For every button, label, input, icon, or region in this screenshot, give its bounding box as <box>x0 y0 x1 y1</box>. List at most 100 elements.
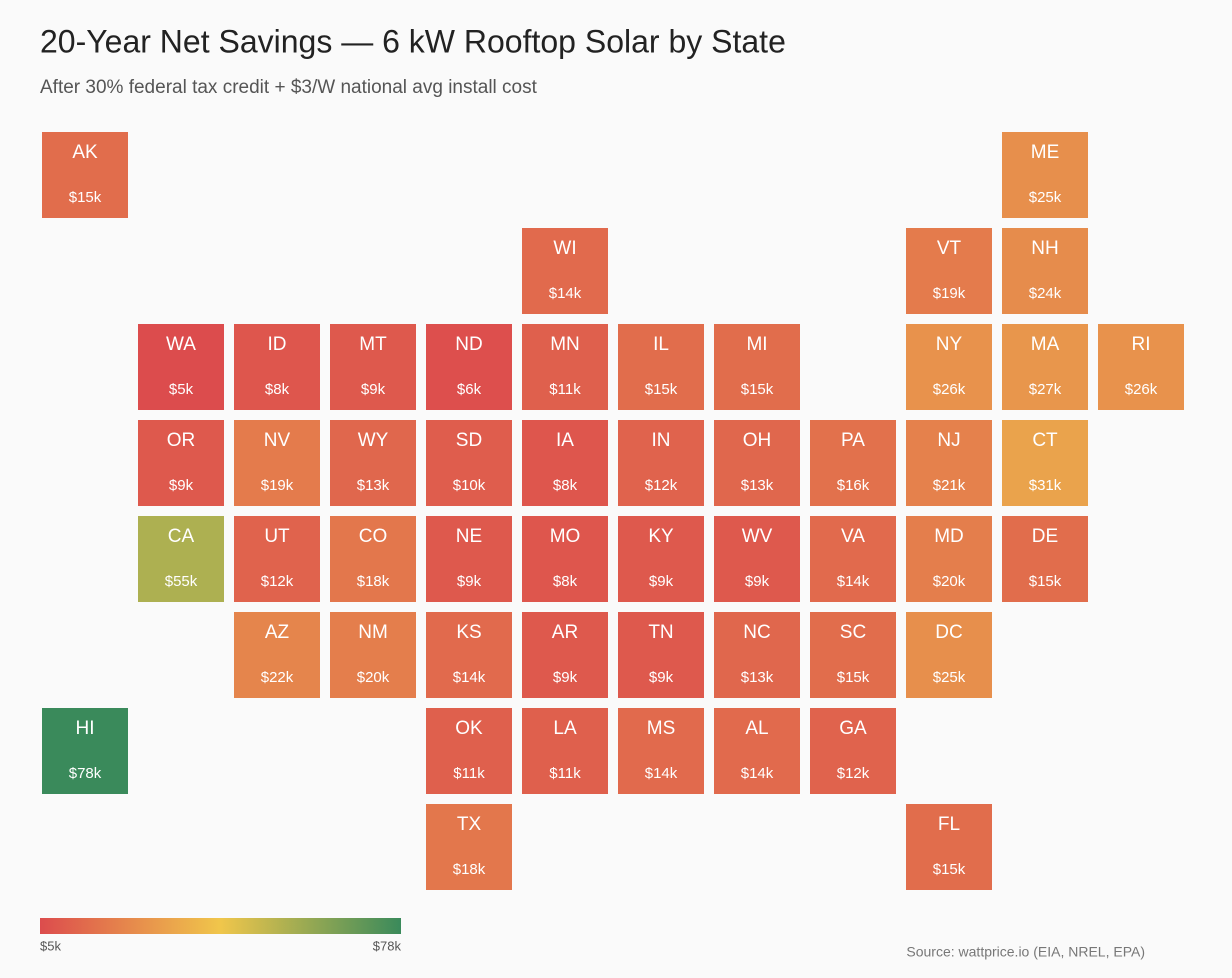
state-label: MO <box>550 526 581 547</box>
value-label: $31k <box>1029 477 1062 494</box>
state-label: AL <box>745 718 768 739</box>
state-tile <box>810 420 896 506</box>
state-label: AZ <box>265 622 290 643</box>
state-label: NC <box>743 622 770 643</box>
state-tile <box>714 708 800 794</box>
value-label: $14k <box>549 285 582 302</box>
value-label: $9k <box>169 477 194 494</box>
value-label: $9k <box>745 573 770 590</box>
value-label: $18k <box>453 861 486 878</box>
state-tile <box>426 420 512 506</box>
value-label: $27k <box>1029 381 1062 398</box>
chart-subtitle: After 30% federal tax credit + $3/W nati… <box>40 77 538 98</box>
state-tile <box>810 612 896 698</box>
state-tile <box>426 612 512 698</box>
state-tile <box>522 420 608 506</box>
state-tile <box>330 516 416 602</box>
state-label: WY <box>358 430 389 451</box>
state-tile <box>1002 516 1088 602</box>
value-label: $78k <box>69 765 102 782</box>
state-tile <box>906 804 992 890</box>
state-tile <box>522 228 608 314</box>
state-label: MI <box>746 334 767 355</box>
state-tile <box>714 324 800 410</box>
state-tile <box>714 612 800 698</box>
value-label: $19k <box>933 285 966 302</box>
chart-title: 20-Year Net Savings — 6 kW Rooftop Solar… <box>40 23 786 59</box>
value-label: $11k <box>549 381 581 398</box>
state-label: KS <box>456 622 481 643</box>
value-label: $6k <box>457 381 482 398</box>
value-label: $15k <box>1029 573 1062 590</box>
value-label: $24k <box>1029 285 1062 302</box>
value-label: $15k <box>837 669 870 686</box>
value-label: $9k <box>361 381 386 398</box>
state-tile <box>906 516 992 602</box>
state-tile <box>234 516 320 602</box>
state-label: HI <box>76 718 95 739</box>
value-label: $21k <box>933 477 966 494</box>
state-label: UT <box>264 526 290 547</box>
state-label: DC <box>935 622 962 643</box>
state-tile <box>906 612 992 698</box>
state-tile <box>330 612 416 698</box>
state-tile <box>330 324 416 410</box>
state-label: NV <box>264 430 291 451</box>
value-label: $9k <box>553 669 578 686</box>
value-label: $8k <box>553 477 578 494</box>
state-label: WV <box>742 526 773 547</box>
state-label: PA <box>841 430 865 451</box>
value-label: $20k <box>357 669 390 686</box>
value-label: $8k <box>265 381 290 398</box>
state-label: IA <box>556 430 574 451</box>
state-tile <box>810 516 896 602</box>
value-label: $14k <box>741 765 774 782</box>
state-label: MN <box>550 334 580 355</box>
state-label: MA <box>1031 334 1060 355</box>
value-label: $11k <box>549 765 581 782</box>
value-label: $12k <box>261 573 294 590</box>
state-tile <box>138 324 224 410</box>
state-tile <box>810 708 896 794</box>
value-label: $10k <box>453 477 486 494</box>
state-label: VA <box>841 526 865 547</box>
state-label: MS <box>647 718 676 739</box>
state-label: NE <box>456 526 482 547</box>
state-tile <box>426 516 512 602</box>
value-label: $13k <box>357 477 390 494</box>
state-tile <box>234 420 320 506</box>
value-label: $25k <box>1029 189 1062 206</box>
state-label: CO <box>359 526 388 547</box>
state-tile <box>522 516 608 602</box>
state-label: NY <box>936 334 963 355</box>
value-label: $22k <box>261 669 294 686</box>
state-tile <box>42 708 128 794</box>
state-tile <box>1002 420 1088 506</box>
state-label: TX <box>457 814 482 835</box>
value-label: $14k <box>453 669 486 686</box>
value-label: $9k <box>649 573 674 590</box>
value-label: $11k <box>453 765 485 782</box>
state-label: NM <box>358 622 388 643</box>
state-label: OK <box>455 718 483 739</box>
value-label: $15k <box>741 381 774 398</box>
state-tile <box>906 228 992 314</box>
value-label: $12k <box>837 765 870 782</box>
state-label: RI <box>1132 334 1151 355</box>
state-label: ND <box>455 334 482 355</box>
state-label: OR <box>167 430 196 451</box>
state-tile <box>906 324 992 410</box>
state-tile <box>1002 132 1088 218</box>
state-tile <box>522 708 608 794</box>
legend-tick-label: $5k <box>40 938 61 953</box>
value-label: $15k <box>69 189 102 206</box>
state-tile <box>1098 324 1184 410</box>
state-label: VT <box>937 238 962 259</box>
state-tile <box>522 324 608 410</box>
value-label: $26k <box>1125 381 1158 398</box>
state-tile <box>618 420 704 506</box>
value-label: $8k <box>553 573 578 590</box>
value-label: $55k <box>165 573 198 590</box>
state-tile <box>1002 324 1088 410</box>
value-label: $25k <box>933 669 966 686</box>
